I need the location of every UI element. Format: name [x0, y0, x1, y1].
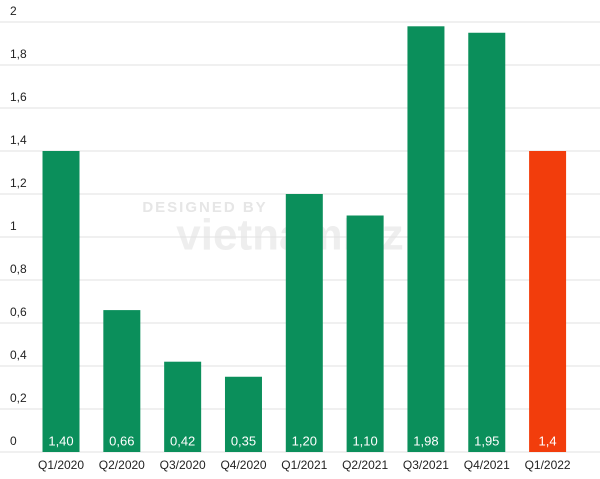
x-tick-label: Q2/2020	[99, 458, 145, 472]
bar	[42, 151, 80, 452]
y-tick-label: 0,8	[10, 262, 27, 276]
x-tick-label: Q4/2020	[220, 458, 266, 472]
value-label: 0,35	[231, 433, 256, 448]
value-label: 1,98	[413, 433, 438, 448]
y-tick-label: 0,6	[10, 305, 27, 319]
y-tick-label: 1,8	[10, 47, 27, 61]
y-tick-label: 1,2	[10, 176, 27, 190]
value-label: 1,10	[352, 433, 377, 448]
bar	[468, 32, 506, 452]
value-label: 1,20	[292, 433, 317, 448]
bar	[285, 194, 323, 452]
bar	[164, 361, 202, 452]
x-tick-label: Q4/2021	[464, 458, 510, 472]
y-tick-label: 0,4	[10, 348, 27, 362]
value-label: 1,95	[474, 433, 499, 448]
y-tick-label: 0,2	[10, 391, 27, 405]
y-tick-label: 2	[10, 4, 17, 18]
x-tick-label: Q1/2020	[38, 458, 84, 472]
x-tick-label: Q1/2022	[525, 458, 571, 472]
x-tick-label: Q3/2020	[160, 458, 206, 472]
value-label: 0,66	[109, 433, 134, 448]
value-label: 0,42	[170, 433, 195, 448]
bar	[224, 376, 262, 452]
x-tick-label: Q1/2021	[281, 458, 327, 472]
bar	[346, 215, 384, 452]
y-tick-label: 1,6	[10, 90, 27, 104]
y-tick-label: 0	[10, 434, 17, 448]
x-tick-label: Q3/2021	[403, 458, 449, 472]
watermark: DESIGNED BY	[142, 199, 267, 216]
bar	[529, 151, 567, 452]
value-label: 1,4	[539, 433, 557, 448]
bar	[103, 310, 141, 452]
x-tick-label: Q2/2021	[342, 458, 388, 472]
bar	[407, 26, 445, 453]
y-tick-label: 1	[10, 219, 17, 233]
value-label: 1,40	[48, 433, 73, 448]
y-tick-label: 1,4	[10, 133, 27, 147]
